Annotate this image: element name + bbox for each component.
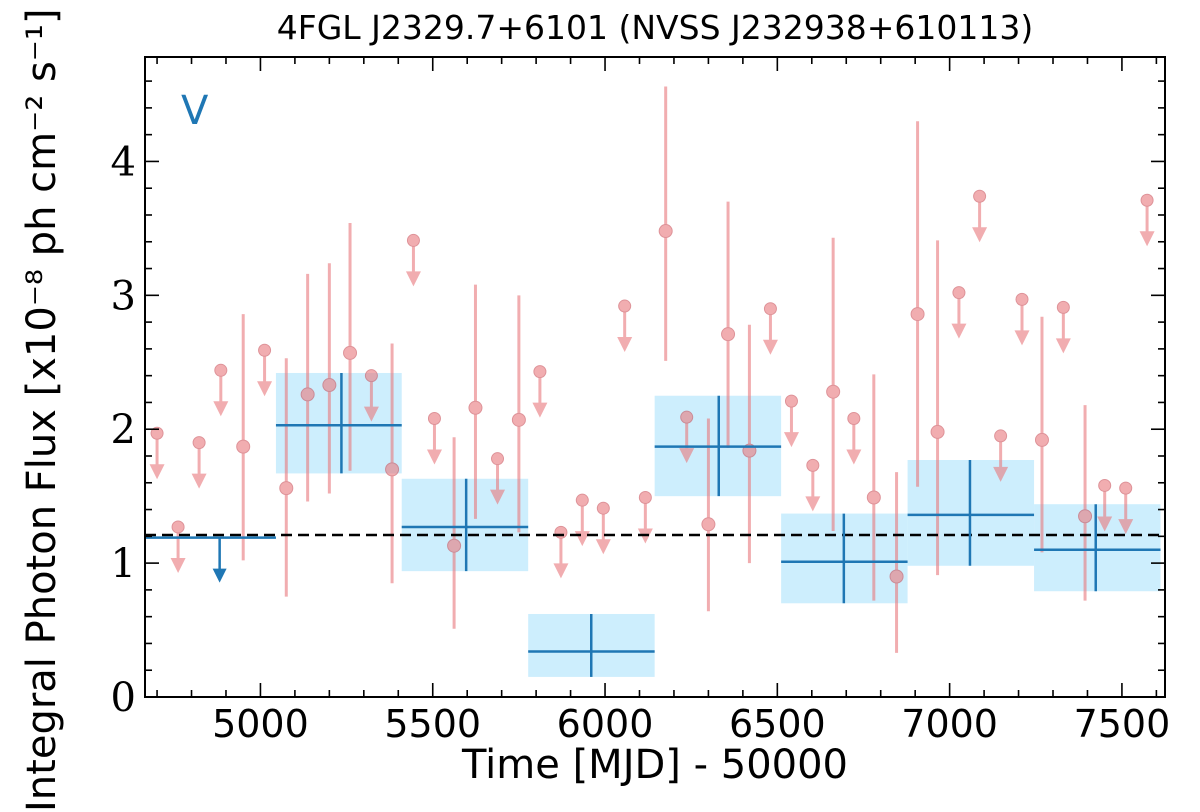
- upper-limit-arrowhead: [363, 406, 379, 422]
- fine-bin-point: [701, 517, 716, 532]
- x-tick-label: 7000: [901, 702, 998, 746]
- upper-limit-point: [973, 189, 987, 203]
- upper-limit-point: [596, 501, 610, 515]
- fine-bin-point: [322, 378, 337, 393]
- x-tick-label: 6500: [729, 702, 826, 746]
- coarse-bin-band: [275, 372, 402, 474]
- upper-limit-point: [214, 363, 228, 377]
- upper-limit-arrowhead: [951, 323, 967, 339]
- fine-bin-point: [910, 307, 925, 322]
- upper-limit-point: [1119, 481, 1133, 495]
- upper-limit-arrowhead: [595, 539, 611, 555]
- upper-limit-arrowhead: [972, 227, 988, 243]
- upper-limit-point: [491, 452, 505, 466]
- upper-limit-arrowhead: [553, 563, 569, 579]
- upper-limit-arrowhead: [574, 531, 590, 547]
- upper-limit-arrowhead: [257, 381, 273, 397]
- y-tick-label: 2: [111, 407, 136, 453]
- fine-bin-point: [721, 327, 736, 342]
- upper-limit-arrowhead: [191, 473, 207, 489]
- upper-limit-point: [427, 412, 441, 426]
- upper-limit-arrowhead: [149, 464, 165, 480]
- y-tick-label: 0: [111, 675, 136, 721]
- upper-limit-arrowhead: [405, 271, 421, 287]
- fine-bin-point: [889, 569, 904, 584]
- upper-limit-point: [192, 436, 206, 450]
- coarse-upper-limit-arrowhead: [212, 568, 227, 583]
- fine-bin-detections: [236, 86, 1093, 653]
- upper-limit-point: [806, 458, 820, 472]
- upper-limit-point: [784, 394, 798, 408]
- upper-limit-arrowhead: [805, 496, 821, 512]
- upper-limit-arrowhead: [1014, 330, 1030, 346]
- fine-bin-point: [930, 424, 945, 439]
- fine-bin-point: [300, 387, 315, 402]
- fine-bin-point: [343, 345, 358, 360]
- upper-limit-point: [171, 520, 185, 534]
- upper-limit-arrowhead: [532, 402, 548, 418]
- fine-bin-point: [658, 224, 673, 239]
- upper-limit-point: [638, 491, 652, 505]
- upper-limit-arrowhead: [213, 401, 229, 417]
- fine-bin-point: [511, 412, 526, 427]
- upper-limit-arrowhead: [170, 557, 186, 573]
- upper-limit-point: [680, 410, 694, 424]
- fine-bin-upper-limits: [149, 189, 1155, 579]
- upper-limit-arrowhead: [846, 449, 862, 465]
- upper-limit-point: [575, 493, 589, 507]
- y-axis-label: Integral Photon Flux [x10⁻⁸ ph cm⁻² s⁻¹]: [19, 8, 65, 812]
- upper-limit-point: [847, 412, 861, 426]
- upper-limit-arrowhead: [993, 466, 1009, 482]
- x-tick-label: 7500: [1074, 702, 1171, 746]
- upper-limit-point: [1140, 193, 1154, 207]
- panel-label: V: [181, 88, 209, 134]
- upper-limit-point: [763, 302, 777, 316]
- upper-limit-arrowhead: [1097, 516, 1113, 532]
- upper-limit-point: [1056, 300, 1070, 314]
- upper-limit-point: [952, 286, 966, 300]
- y-tick-label: 1: [111, 541, 136, 587]
- upper-limit-arrowhead: [490, 489, 506, 505]
- upper-limit-point: [994, 429, 1008, 443]
- fine-bin-point: [468, 400, 483, 415]
- x-tick-label: 6000: [557, 702, 654, 746]
- chart-title: 4FGL J2329.7+6101 (NVSS J232938+610113): [276, 8, 1034, 47]
- fine-bin-point: [236, 439, 251, 454]
- upper-limit-point: [1015, 292, 1029, 306]
- y-tick-label: 4: [111, 139, 136, 185]
- x-axis-label: Time [MJD] - 50000: [461, 742, 849, 788]
- upper-limit-arrowhead: [426, 449, 442, 465]
- plot-frame: [144, 56, 1166, 698]
- upper-limit-arrowhead: [1118, 519, 1134, 535]
- upper-limit-arrowhead: [783, 432, 799, 448]
- upper-limit-point: [1098, 478, 1112, 492]
- upper-limit-point: [364, 369, 378, 383]
- upper-limit-arrowhead: [679, 448, 695, 464]
- fine-bin-point: [279, 481, 294, 496]
- x-tick-label: 5000: [212, 702, 309, 746]
- upper-limit-arrowhead: [762, 339, 778, 355]
- upper-limit-point: [618, 299, 632, 313]
- fine-bin-point: [385, 462, 400, 477]
- y-tick-label: 3: [111, 273, 136, 319]
- upper-limit-point: [150, 426, 164, 440]
- coarse-bin-band: [1034, 504, 1161, 592]
- upper-limit-arrowhead: [617, 337, 633, 353]
- fine-bin-point: [866, 490, 881, 505]
- fine-bin-point: [826, 384, 841, 399]
- fine-bin-point: [1034, 432, 1049, 447]
- upper-limit-point: [554, 525, 568, 539]
- x-tick-label: 5500: [384, 702, 481, 746]
- upper-limit-point: [258, 343, 272, 357]
- upper-limit-point: [533, 365, 547, 379]
- fine-bin-point: [447, 538, 462, 553]
- upper-limit-arrowhead: [1055, 338, 1071, 354]
- fine-bin-point: [1078, 509, 1093, 524]
- upper-limit-point: [406, 233, 420, 247]
- upper-limit-arrowhead: [1139, 231, 1155, 247]
